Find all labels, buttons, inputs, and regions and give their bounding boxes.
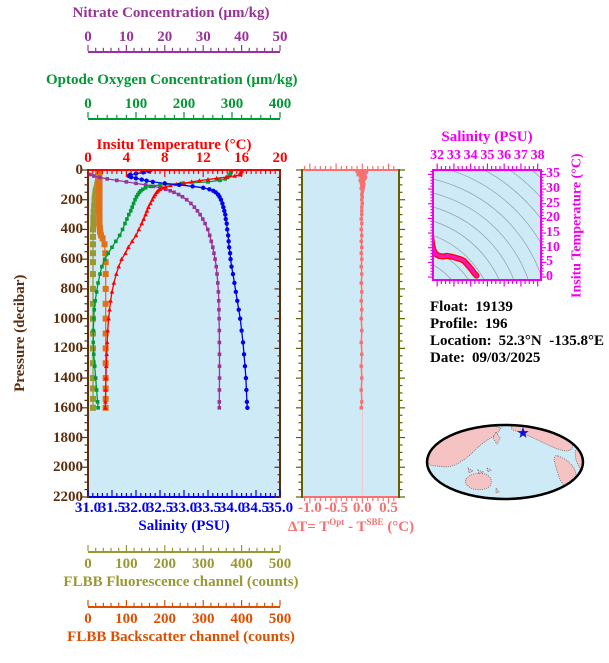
tick-label: 32.5 (146, 500, 174, 516)
tick-label: 2200 (53, 489, 83, 505)
tick-label: 200 (60, 191, 84, 208)
float-id-line: Float: 19139 (430, 299, 513, 315)
tick-label: 0.0 (352, 500, 372, 516)
tick-label: 0 (84, 96, 92, 112)
tick-label: 32.0 (122, 500, 150, 516)
tick-label: 20 (272, 150, 288, 166)
tick-label: 400 (60, 221, 84, 238)
salinity-axis-title: Salinity (PSU) (138, 518, 230, 534)
backscatter-axis-title: FLBB Backscatter channel (counts) (67, 629, 295, 645)
tick-label: 300 (191, 611, 215, 627)
tick-label: 31.0 (74, 500, 102, 516)
tick-label: 200 (153, 611, 177, 627)
tick-label: 100 (124, 96, 148, 112)
tick-label: 38 (530, 148, 545, 163)
tick-label: 35 (480, 148, 495, 163)
tick-label: 8 (161, 150, 169, 166)
tick-label: 12 (195, 150, 211, 166)
tick-label: 36 (497, 148, 512, 163)
tick-label: 32 (430, 148, 445, 163)
tick-label: 10 (546, 239, 560, 255)
tick-label: 10 (118, 29, 134, 45)
delta-t-formula-part: (°C) (383, 519, 415, 535)
tick-label: 33.5 (194, 500, 222, 516)
tick-label: 4 (122, 150, 131, 166)
tick-label: 25 (546, 195, 560, 211)
tick-label: 0 (84, 29, 92, 45)
tick-label: 2000 (53, 459, 83, 476)
tick-label: 16 (234, 150, 250, 166)
tick-label: 0 (84, 150, 92, 166)
tick-label: 20 (157, 29, 173, 45)
nitrate-axis-title: Nitrate Concentration (µm/kg) (72, 5, 270, 21)
ts-salinity-axis-title: Salinity (PSU) (441, 129, 533, 145)
tick-label: 34.0 (218, 500, 246, 516)
float-position-star (517, 427, 529, 438)
tick-label: 1200 (53, 340, 83, 357)
delta-t-formula-part: ΔT= T (287, 519, 330, 535)
tick-label: 200 (172, 96, 196, 112)
location-line: Location: 52.3°N -135.8°E (430, 333, 605, 349)
tick-label: 33.0 (170, 500, 198, 516)
tick-label: 1800 (53, 429, 83, 446)
tick-label: 0.5 (379, 500, 398, 516)
tick-label: -0.5 (324, 500, 348, 516)
delta-t-sup-opt: Opt (329, 517, 345, 527)
delta-t-sup-sbe: SBE (366, 517, 384, 527)
tick-label: 1600 (53, 399, 83, 416)
tick-label: 0 (546, 269, 553, 285)
tick-label: 31.5 (98, 500, 126, 516)
tick-label: 35.0 (266, 500, 294, 516)
tick-label: 600 (60, 251, 84, 268)
tick-label: 400 (230, 611, 253, 627)
temperature-axis-title: Insitu Temperature (°C) (96, 137, 252, 153)
fluorescence-axis-title: FLBB Fluorescence channel (counts) (63, 574, 299, 590)
tick-label: 300 (220, 96, 244, 112)
tick-label: 500 (268, 611, 292, 627)
tick-label: 1000 (53, 310, 83, 327)
tick-label: 15 (546, 225, 560, 241)
float-info-block: Float: 19139 Profile: 196 Location: 52.3°N … (430, 299, 604, 367)
tick-label: 100 (115, 611, 138, 627)
tick-label: 40 (234, 29, 250, 45)
date-line: Date: 09/03/2025 (430, 350, 541, 366)
tick-label: 200 (153, 556, 177, 572)
delta-t-axis-title: ΔT= TOpt - TSBE (°C) (286, 517, 416, 536)
tick-label: 500 (268, 556, 292, 572)
tick-label: 800 (60, 280, 84, 297)
tick-label: 34.5 (242, 500, 270, 516)
tick-label: 0 (84, 556, 92, 572)
tick-label: 100 (115, 556, 138, 572)
tick-label: 0 (84, 611, 92, 627)
profile-number-line: Profile: 196 (430, 316, 508, 332)
tick-label: 34 (463, 148, 478, 163)
tick-label: 400 (268, 96, 292, 112)
tick-label: 33 (446, 148, 461, 163)
ts-temperature-axis-title: Insitu Temperature (°C) (569, 153, 585, 298)
oxygen-axis-title: Optode Oxygen Concentration (µm/kg) (46, 72, 298, 88)
tick-label: 1400 (53, 370, 83, 387)
tick-label: 37 (513, 148, 528, 163)
tick-label: 0 (75, 162, 84, 178)
tick-label: 35 (546, 166, 560, 182)
tick-label: 5 (546, 254, 553, 270)
tick-label: 50 (272, 29, 288, 45)
tick-label: 400 (230, 556, 253, 572)
tick-label: -1.0 (297, 500, 322, 516)
tick-label: 30 (546, 181, 560, 197)
tick-label: 20 (546, 210, 560, 226)
tick-label: 30 (195, 29, 211, 45)
delta-t-formula-part: - T (344, 519, 367, 535)
tick-label: 300 (191, 556, 215, 572)
pressure-axis-title: Pressure (decibar) (11, 274, 28, 392)
